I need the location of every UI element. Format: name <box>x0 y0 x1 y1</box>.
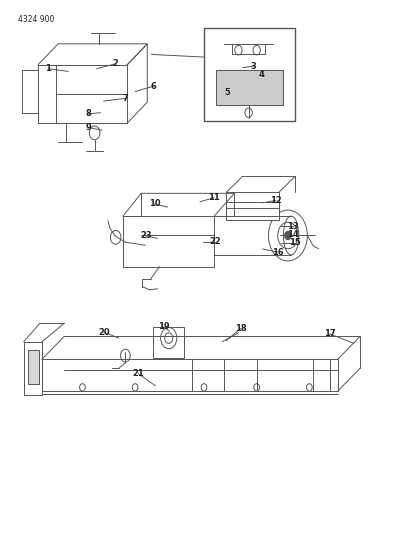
Text: 12: 12 <box>270 196 282 205</box>
Text: 4324 900: 4324 900 <box>18 14 54 23</box>
Text: 3: 3 <box>251 62 256 70</box>
Text: 22: 22 <box>209 237 221 246</box>
Text: 1: 1 <box>45 64 51 73</box>
Bar <box>204 28 295 120</box>
Text: 17: 17 <box>324 329 335 338</box>
Circle shape <box>285 231 291 240</box>
Bar <box>226 192 279 220</box>
Text: 18: 18 <box>235 324 246 333</box>
Text: 5: 5 <box>224 88 231 97</box>
Text: 21: 21 <box>133 369 144 378</box>
Bar <box>216 70 283 105</box>
Text: 14: 14 <box>287 230 299 239</box>
Text: 13: 13 <box>287 222 299 231</box>
Text: 8: 8 <box>86 109 91 118</box>
Text: 19: 19 <box>157 322 169 332</box>
Text: 7: 7 <box>122 94 128 103</box>
Text: 16: 16 <box>272 248 284 257</box>
Text: 2: 2 <box>112 60 118 68</box>
Text: 10: 10 <box>149 199 160 208</box>
Bar <box>153 327 184 358</box>
Text: 15: 15 <box>289 238 301 247</box>
Bar <box>28 350 39 384</box>
Text: 4: 4 <box>259 70 265 79</box>
Text: 20: 20 <box>98 328 110 337</box>
Text: 6: 6 <box>151 82 156 91</box>
Text: 23: 23 <box>141 231 152 240</box>
Text: 9: 9 <box>86 123 91 132</box>
Text: 11: 11 <box>208 193 220 202</box>
